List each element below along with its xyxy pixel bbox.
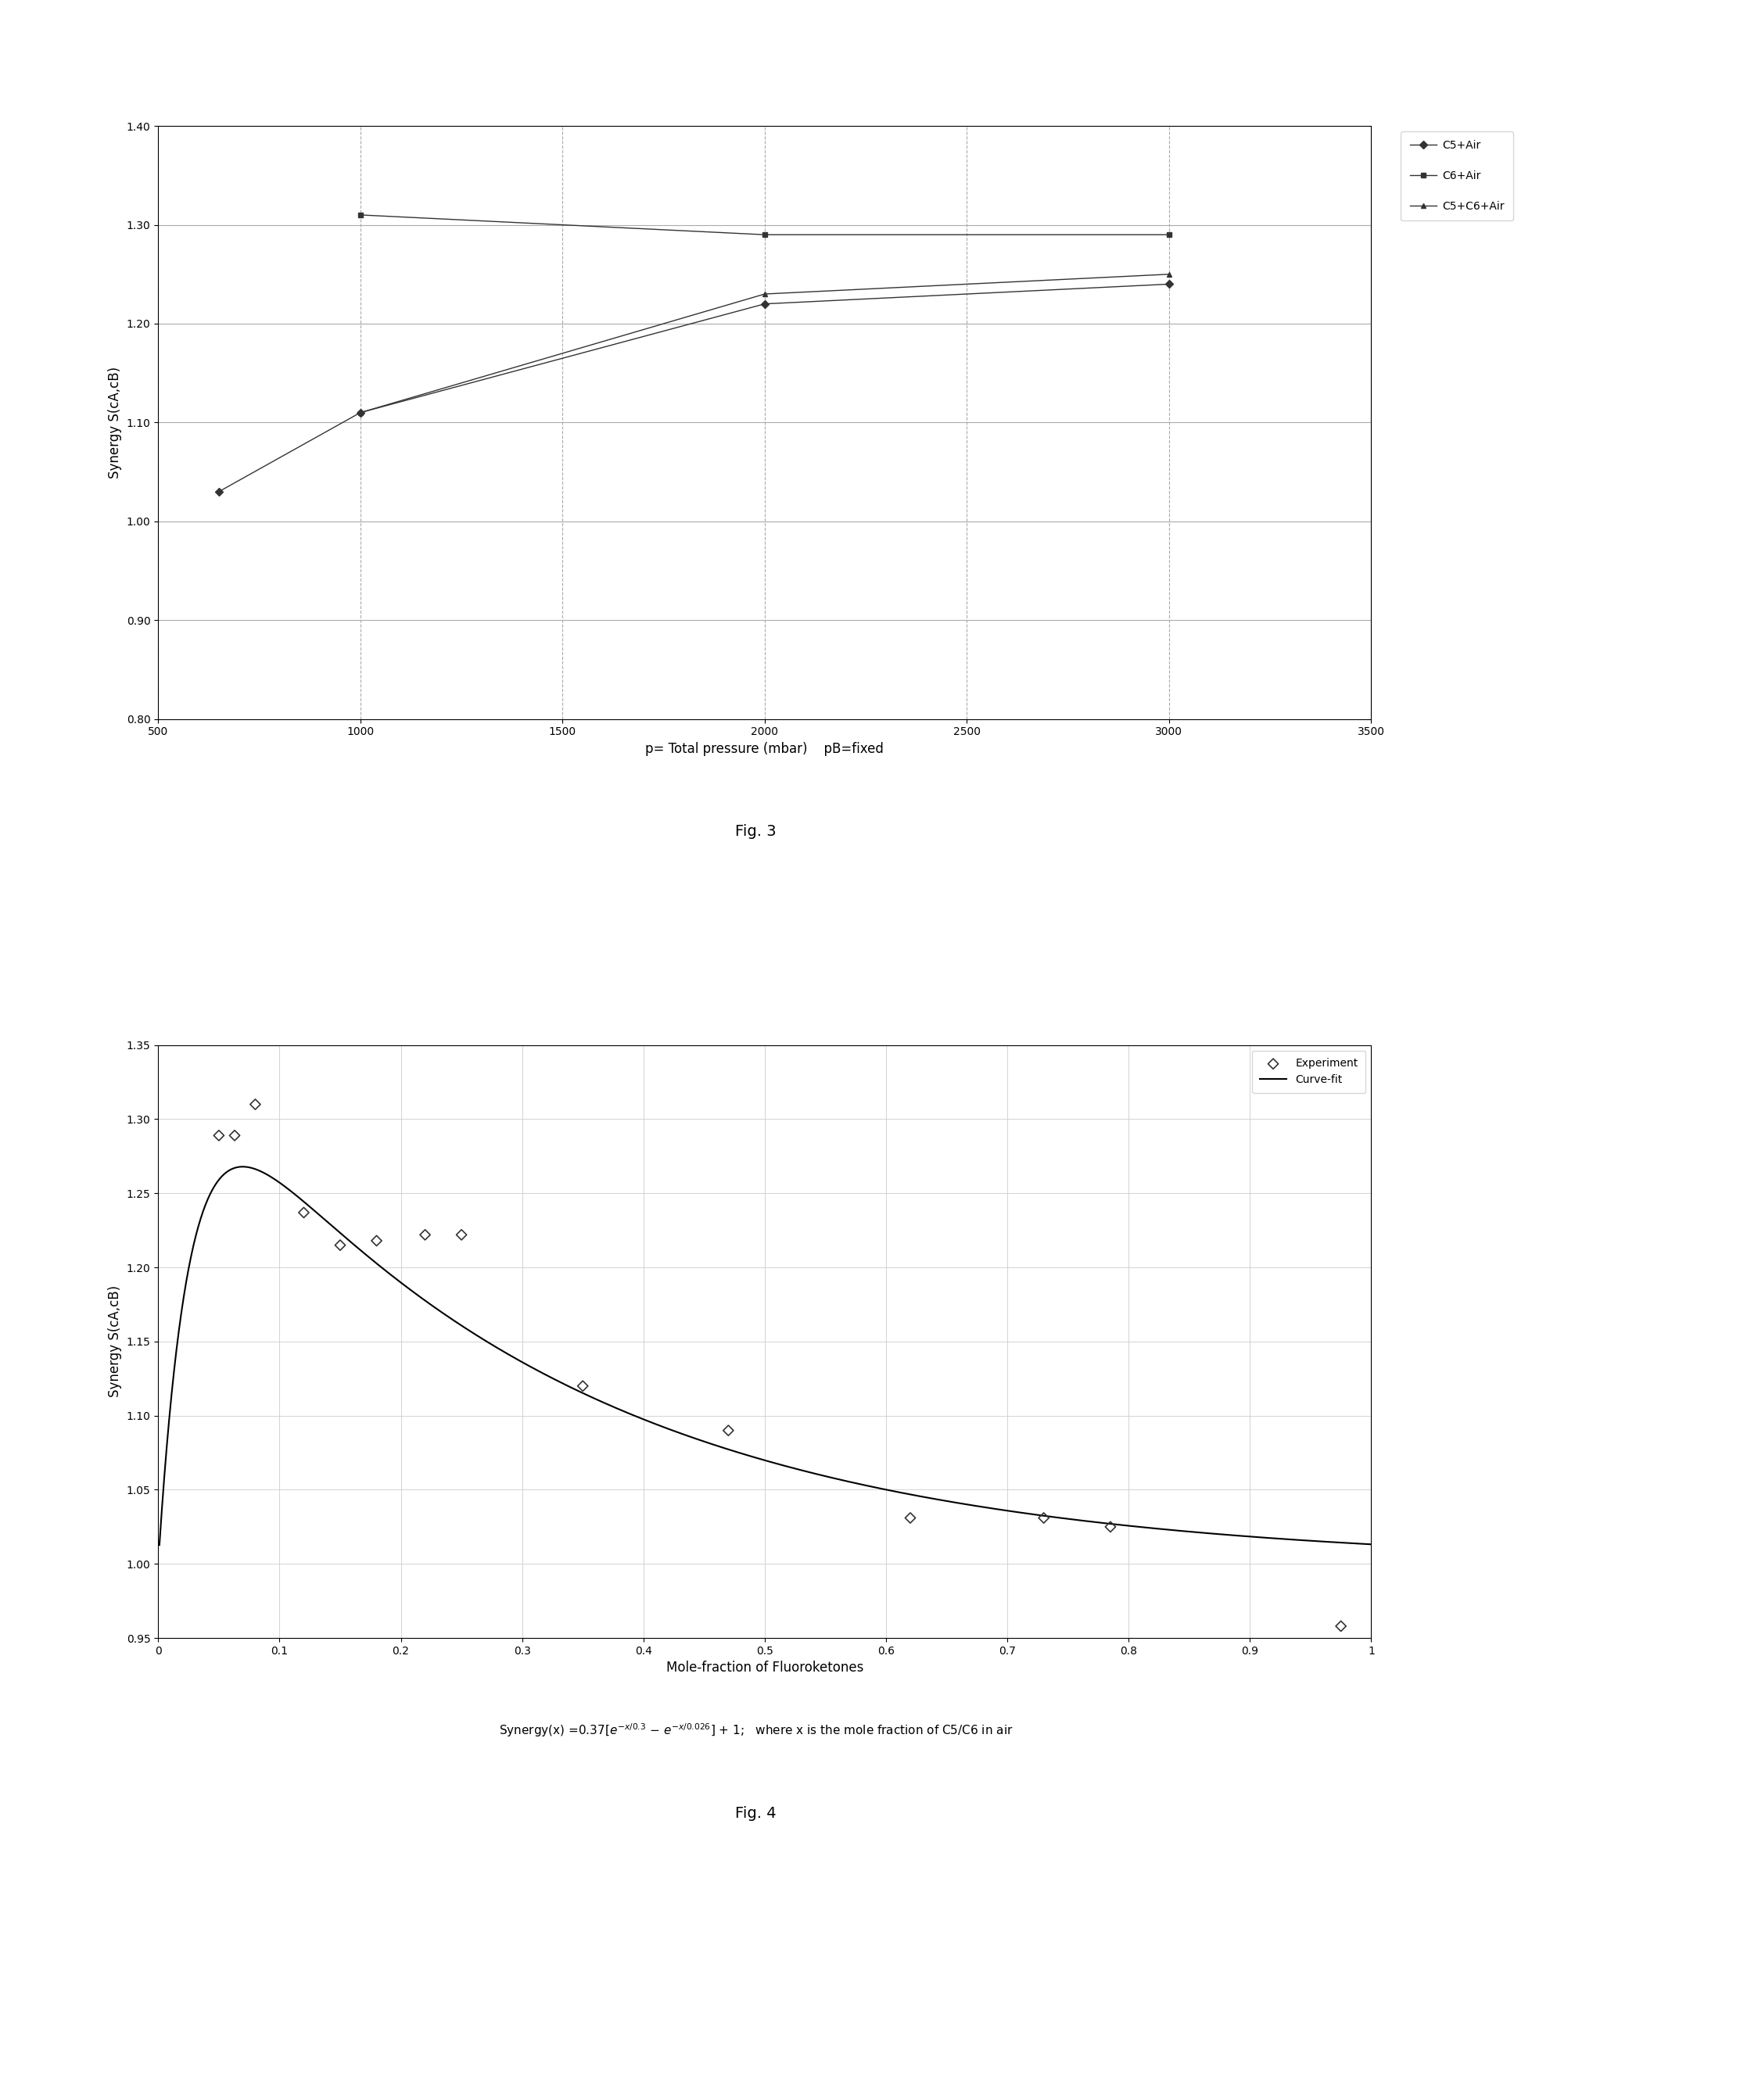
Line: C6+Air: C6+Air (357, 212, 1173, 237)
Curve-fit (640, 1409, 661, 1434)
Curve-fit (684, 1426, 705, 1451)
C6+Air (350, 202, 371, 227)
Curve-fit (274, 1174, 295, 1199)
Experiment (411, 1218, 440, 1252)
C5+Air (209, 479, 229, 504)
Line: C5+Air: C5+Air (216, 281, 1173, 494)
Curve-fit (149, 1533, 171, 1558)
C5+Air (350, 399, 371, 424)
X-axis label: Mole-fraction of Fluoroketones: Mole-fraction of Fluoroketones (666, 1661, 863, 1676)
C5+Air (754, 292, 775, 317)
Curve-fit (983, 1495, 1004, 1520)
Text: Fig. 3: Fig. 3 (735, 823, 777, 838)
Y-axis label: Synergy S(cA,cB): Synergy S(cA,cB) (107, 367, 121, 479)
Experiment (568, 1369, 596, 1403)
Curve-fit (232, 1155, 253, 1180)
C5+C6+Air (1159, 262, 1180, 288)
Curve-fit (1361, 1531, 1382, 1556)
Experiment (897, 1502, 925, 1535)
Experiment (325, 1228, 353, 1262)
Experiment (362, 1224, 390, 1258)
Y-axis label: Synergy S(cA,cB): Synergy S(cA,cB) (107, 1285, 121, 1396)
C5+Air (1159, 271, 1180, 296)
Experiment (220, 1119, 248, 1153)
Experiment (204, 1119, 232, 1153)
Experiment (1030, 1502, 1058, 1535)
Experiment (290, 1195, 318, 1228)
Curve-fit (1116, 1512, 1137, 1537)
Curve-fit (1095, 1510, 1116, 1535)
Experiment (241, 1088, 269, 1121)
Line: Curve-fit: Curve-fit (160, 1168, 1371, 1546)
Experiment (714, 1413, 742, 1447)
C6+Air (1159, 223, 1180, 248)
Text: Synergy(x) =0.37[$e^{-x/0.3}$ $-$ $e^{-x/0.026}$] + 1;   where x is the mole fra: Synergy(x) =0.37[$e^{-x/0.3}$ $-$ $e^{-x… (499, 1722, 1013, 1739)
Line: C5+C6+Air: C5+C6+Air (357, 271, 1173, 416)
Legend: Experiment, Curve-fit: Experiment, Curve-fit (1252, 1050, 1366, 1092)
X-axis label: p= Total pressure (mbar)    pB=fixed: p= Total pressure (mbar) pB=fixed (645, 741, 884, 756)
C6+Air (754, 223, 775, 248)
Experiment (1327, 1609, 1355, 1642)
Experiment (447, 1218, 475, 1252)
Experiment (1097, 1510, 1125, 1544)
C5+C6+Air (350, 399, 371, 424)
Text: Fig. 4: Fig. 4 (735, 1806, 777, 1821)
Legend: C5+Air, C6+Air, C5+C6+Air: C5+Air, C6+Air, C5+C6+Air (1401, 132, 1514, 220)
C5+C6+Air (754, 281, 775, 307)
